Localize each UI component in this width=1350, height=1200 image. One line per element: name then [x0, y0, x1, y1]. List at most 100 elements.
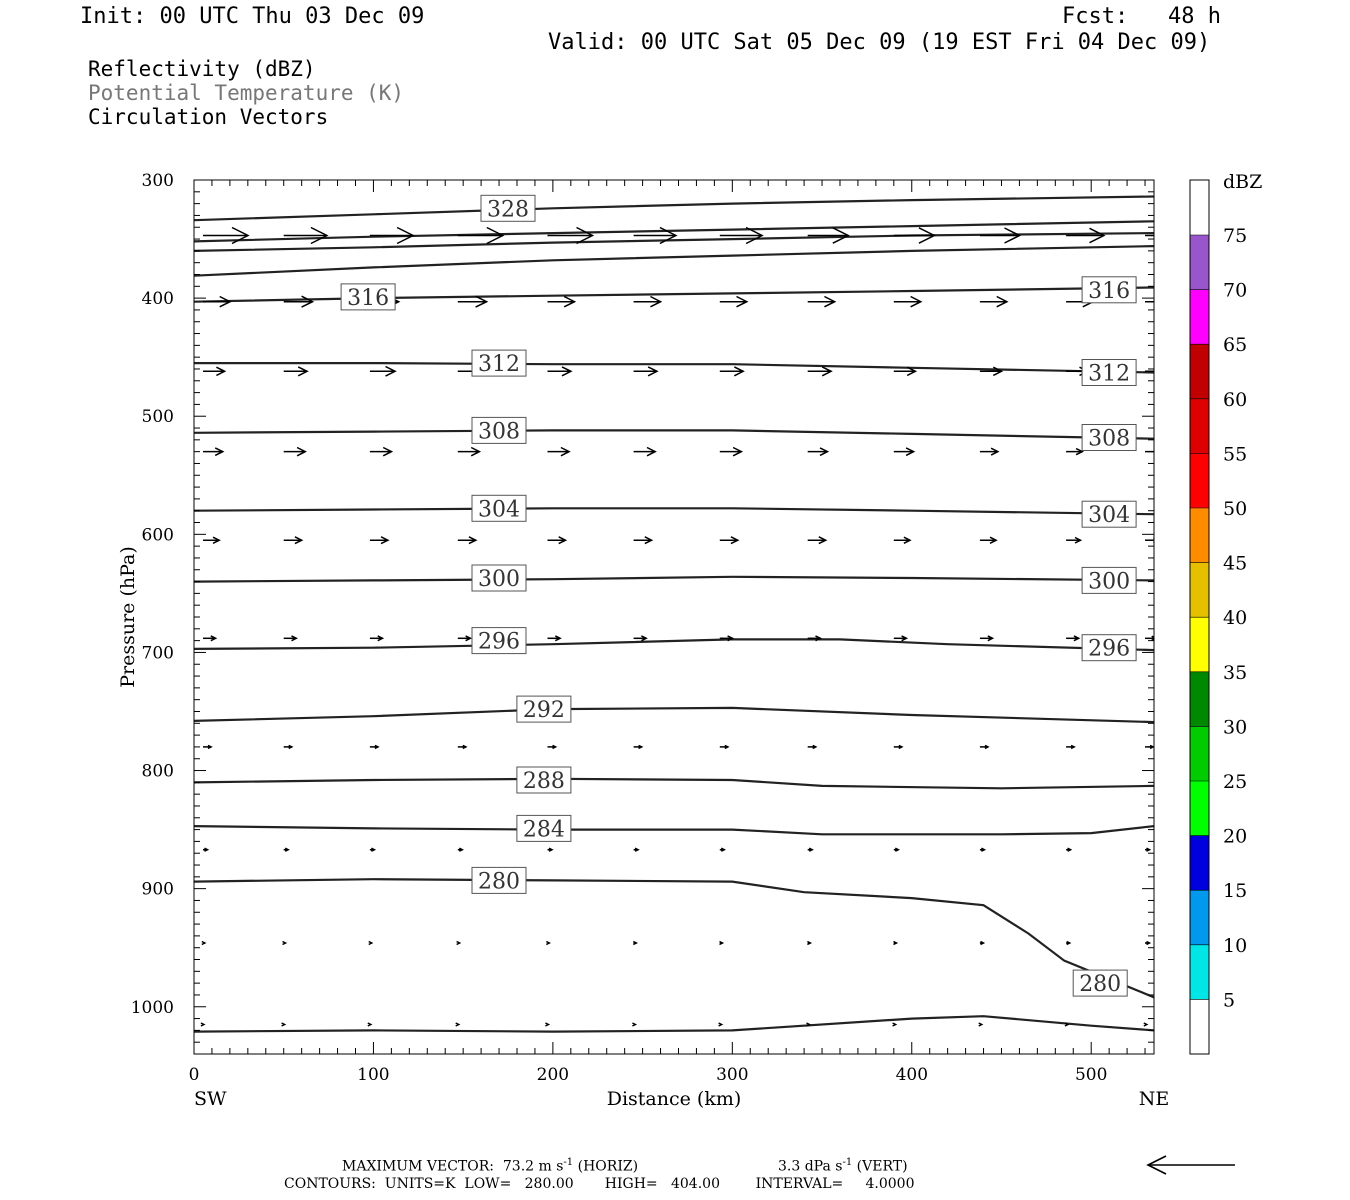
circulation-vector	[1066, 635, 1081, 642]
circulation-vector	[457, 635, 473, 642]
circulation-vector	[632, 1022, 638, 1027]
colorbar-level-label: 45	[1223, 553, 1247, 575]
circulation-vector	[893, 847, 900, 852]
circulation-vector	[457, 744, 468, 750]
theta-contour-label: 304	[471, 494, 527, 522]
circulation-vector	[369, 744, 380, 750]
x-tick-label: 400	[896, 1065, 928, 1085]
x-tick-label: 500	[1075, 1065, 1107, 1085]
circulation-vector	[632, 940, 638, 946]
x-tick-label: 200	[537, 1065, 569, 1085]
circulation-vector	[633, 847, 640, 852]
circulation-vector	[283, 744, 294, 750]
svg-text:304: 304	[478, 497, 520, 522]
x-end-label-left: SW	[194, 1088, 227, 1110]
circulation-vector	[457, 446, 482, 457]
theta-contour-line	[194, 878, 1154, 999]
theta-contour-line	[194, 825, 1154, 836]
circulation-vector	[633, 226, 678, 245]
colorbar-level-label: 70	[1223, 280, 1247, 302]
circulation-vector	[719, 536, 740, 545]
forecast-hour-label: Fcst: 48 h	[1062, 4, 1221, 29]
svg-text:288: 288	[523, 769, 565, 794]
circulation-vector	[456, 940, 462, 946]
theta-contour-label: 300	[471, 564, 527, 592]
colorbar-segment	[1190, 671, 1209, 727]
theta-contour-line	[194, 195, 1154, 222]
circulation-vector	[893, 366, 918, 377]
circulation-vector	[1145, 234, 1154, 237]
colorbar-segment	[1190, 235, 1209, 290]
svg-text:284: 284	[523, 817, 565, 842]
footer-max-vector: MAXIMUM VECTOR: 73.2 m s-1 (HORIZ)	[342, 1157, 639, 1175]
circulation-vector	[1064, 1022, 1070, 1027]
theta-contour-label: 296	[1081, 634, 1137, 662]
theta-contour-line	[194, 245, 1154, 277]
footer-contours: CONTOURS: UNITS=K LOW= 280.00 HIGH= 404.…	[284, 1176, 915, 1192]
circulation-vector	[807, 847, 814, 852]
circulation-vector	[203, 366, 227, 377]
circulation-vector	[719, 847, 726, 852]
theta-contour-label: 280	[471, 866, 527, 894]
colorbar-segment	[1190, 944, 1209, 1000]
theta-contour-label: 316	[1081, 276, 1137, 304]
svg-text:316: 316	[347, 286, 389, 311]
svg-text:328: 328	[487, 197, 529, 222]
colorbar-level-label: 35	[1223, 662, 1247, 684]
circulation-vector	[203, 226, 250, 245]
circulation-vector	[719, 940, 725, 946]
circulation-vector	[979, 536, 998, 544]
colorbar-level-label: 25	[1223, 771, 1247, 793]
legend-circulation-vectors: Circulation Vectors	[88, 105, 329, 129]
circulation-vector	[979, 940, 986, 946]
legend-reflectivity: Reflectivity (dBZ)	[88, 57, 316, 81]
circulation-vector	[893, 744, 904, 750]
theta-contour-label: 308	[1081, 424, 1137, 452]
circulation-vector	[1145, 635, 1154, 641]
circulation-vector	[547, 536, 568, 545]
colorbar-segment	[1190, 453, 1209, 508]
circulation-vector	[203, 295, 232, 308]
colorbar-segment	[1190, 890, 1209, 945]
circulation-vector	[979, 847, 987, 852]
circulation-vector	[633, 744, 644, 750]
colorbar-segment	[1190, 617, 1209, 672]
theta-contour-line	[194, 220, 1154, 243]
theta-contour-line	[194, 232, 1154, 252]
theta-contour-label: 280	[1072, 969, 1128, 997]
valid-time-label: Valid: 00 UTC Sat 05 Dec 09 (19 EST Fri …	[548, 30, 1211, 55]
y-tick-label: 800	[142, 762, 174, 782]
colorbar-segment	[1190, 999, 1209, 1054]
circulation-vector	[633, 536, 654, 545]
circulation-vector	[283, 366, 309, 377]
circulation-vector	[283, 847, 290, 852]
colorbar-labels: 5 10 15 20 25 30 35 40 45 50 55 60 65 70 75	[1223, 225, 1247, 1011]
circulation-vector	[457, 226, 505, 245]
axis-ticks	[193, 179, 1154, 1055]
circulation-vector	[545, 940, 551, 946]
colorbar-segment	[1190, 344, 1209, 399]
circulation-vector	[719, 744, 730, 750]
colorbar-segment	[1190, 398, 1209, 454]
circulation-vector	[369, 446, 394, 457]
theta-contour-line	[194, 507, 1154, 516]
theta-contour-line	[194, 1015, 1154, 1033]
dbz-colorbar	[1189, 179, 1210, 1055]
circulation-vector	[547, 847, 554, 852]
y-tick-label: 900	[142, 880, 174, 900]
svg-text:280: 280	[478, 869, 520, 894]
colorbar-segment	[1190, 835, 1209, 891]
circulation-vector	[979, 744, 990, 750]
y-tick-label: 600	[142, 525, 174, 545]
circulation-vector	[455, 1022, 461, 1027]
circulation-vector	[369, 365, 397, 377]
circulation-vectors	[200, 226, 1154, 1027]
circulation-vector	[545, 1022, 551, 1027]
circulation-vector	[978, 1022, 984, 1027]
theta-contour-line	[194, 429, 1154, 440]
circulation-vector	[1066, 536, 1083, 544]
colorbar-level-label: 5	[1223, 989, 1235, 1011]
y-tick-label: 300	[142, 171, 174, 191]
circulation-vector	[893, 447, 916, 457]
